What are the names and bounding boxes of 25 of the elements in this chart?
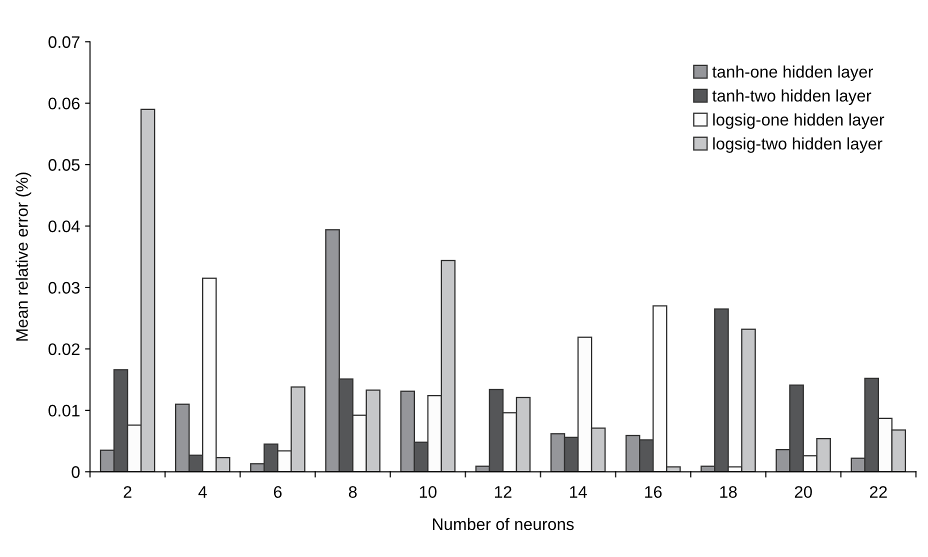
x-tick-label: 16 [645,486,662,498]
legend-label: logsig-two hidden layer [713,137,882,153]
x-tick-label: 4 [198,486,207,498]
x-axis-title: Number of neurons [433,518,574,530]
legend-label: tanh-one hidden layer [712,65,874,81]
y-tick-label: 0.06 [48,98,80,110]
y-tick-label: 0.05 [48,159,80,171]
x-tick-label: 6 [274,486,282,498]
y-tick-label: 0.03 [48,282,80,294]
y-tick-label: 0 [72,466,80,478]
x-tick-label: 12 [494,486,512,498]
y-tick-label: 0.02 [48,343,80,356]
x-tick-label: 10 [420,486,437,498]
y-tick-label: 0.01 [48,404,80,417]
x-tick-label: 8 [348,486,357,498]
y-tick-label: 0.04 [48,220,80,232]
x-tick-label: 20 [794,486,812,498]
x-tick-label: 14 [570,486,587,498]
x-tick-label: 22 [870,486,887,498]
x-tick-label: 18 [720,486,737,498]
y-tick-label: 0.07 [48,36,80,48]
legend-label: tanh-two hidden layer [712,89,872,105]
legend-label: logsig-one hidden layer [713,113,884,129]
x-tick-label: 2 [124,486,132,498]
y-axis-title: Mean relative error (%) [16,172,32,341]
